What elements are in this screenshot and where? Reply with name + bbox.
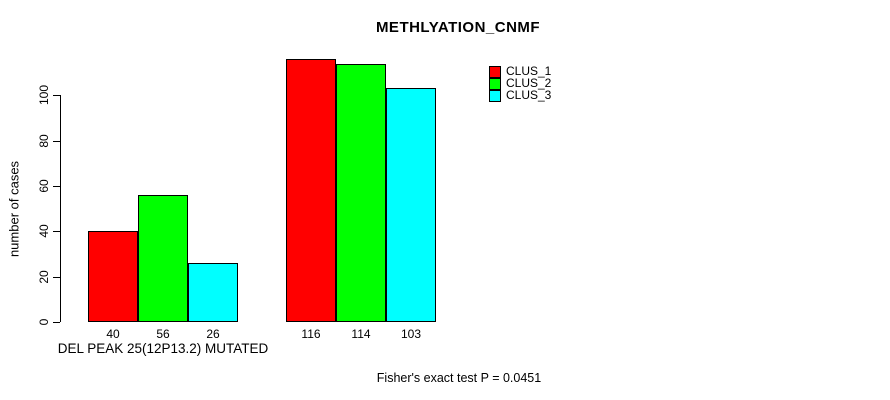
y-axis-tick [53, 140, 60, 142]
bar-value-label: 103 [400, 327, 422, 341]
bar-clus_2-group2 [336, 63, 386, 322]
y-axis-tick [53, 231, 60, 233]
chart-title: METHLYATION_CNMF [375, 19, 541, 36]
fisher-test-annotation: Fisher's exact test P = 0.0451 [376, 371, 542, 385]
legend-label: CLUS_3 [506, 88, 552, 102]
y-axis-tick [53, 322, 60, 323]
y-axis-line [60, 95, 61, 322]
legend-swatch [489, 89, 501, 102]
bar-value-label: 26 [206, 327, 220, 341]
legend-item-clus_2: CLUS_2 [489, 76, 552, 90]
bar-value-label: 116 [301, 327, 321, 341]
legend: CLUS_1 CLUS_2 CLUS_3 [489, 64, 552, 102]
bar-value-label: 56 [156, 327, 170, 341]
y-axis-tick [53, 276, 60, 278]
bar-clus_3-group1 [188, 263, 238, 322]
legend-item-clus_1: CLUS_1 [489, 64, 552, 78]
y-axis-tick [53, 185, 60, 187]
bar-clus_1-group1 [88, 231, 138, 322]
legend-item-clus_3: CLUS_3 [489, 88, 552, 102]
legend-label: CLUS_1 [506, 64, 552, 78]
x-axis-category-label: DEL PEAK 25(12P13.2) MUTATED [57, 341, 269, 356]
y-axis-tick [53, 95, 60, 97]
bar-clus_3-group2 [386, 88, 436, 322]
bar-value-label: 114 [351, 327, 371, 341]
bar-value-label: 40 [106, 327, 120, 341]
legend-swatch [489, 65, 501, 78]
legend-label: CLUS_2 [506, 76, 552, 90]
bar-clus_2-group1 [138, 195, 188, 322]
bar-clus_1-group2 [286, 59, 336, 322]
legend-swatch [489, 77, 501, 90]
